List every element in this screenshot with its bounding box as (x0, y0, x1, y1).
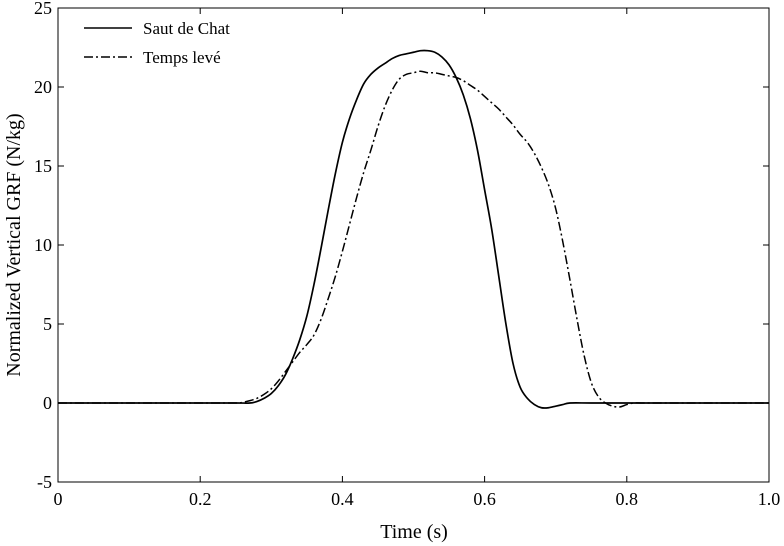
legend: Saut de Chat Temps levé (84, 19, 230, 67)
series-line-temps-leve (58, 70, 769, 408)
x-tick-label: 0.2 (189, 489, 212, 509)
x-tick-label: 0.6 (473, 489, 496, 509)
x-tick-label: 1.0 (758, 489, 781, 509)
plot-frame (57, 7, 770, 483)
series-layer (58, 49, 769, 409)
y-tick-label: 25 (34, 0, 52, 18)
x-tick-label: 0 (54, 489, 63, 509)
y-tick-label: 0 (43, 393, 52, 413)
y-tick-label: -5 (37, 472, 52, 492)
legend-label-saut-de-chat: Saut de Chat (143, 19, 230, 38)
series-line-saut-de-chat (58, 49, 769, 409)
y-axis-label: Normalized Vertical GRF (N/kg) (3, 113, 25, 376)
x-tick-label: 0.8 (616, 489, 639, 509)
x-axis-label: Time (s) (380, 521, 448, 543)
y-tick-label: 15 (34, 156, 52, 176)
y-axis: -5 0 5 10 15 20 25 (34, 0, 769, 492)
y-tick-label: 5 (43, 314, 52, 334)
legend-label-temps-leve: Temps levé (143, 48, 221, 67)
y-tick-label: 20 (34, 77, 52, 97)
x-tick-label: 0.4 (331, 489, 354, 509)
y-tick-label: 10 (34, 235, 52, 255)
x-axis: 0 0.2 0.4 0.6 0.8 1.0 (54, 8, 781, 509)
